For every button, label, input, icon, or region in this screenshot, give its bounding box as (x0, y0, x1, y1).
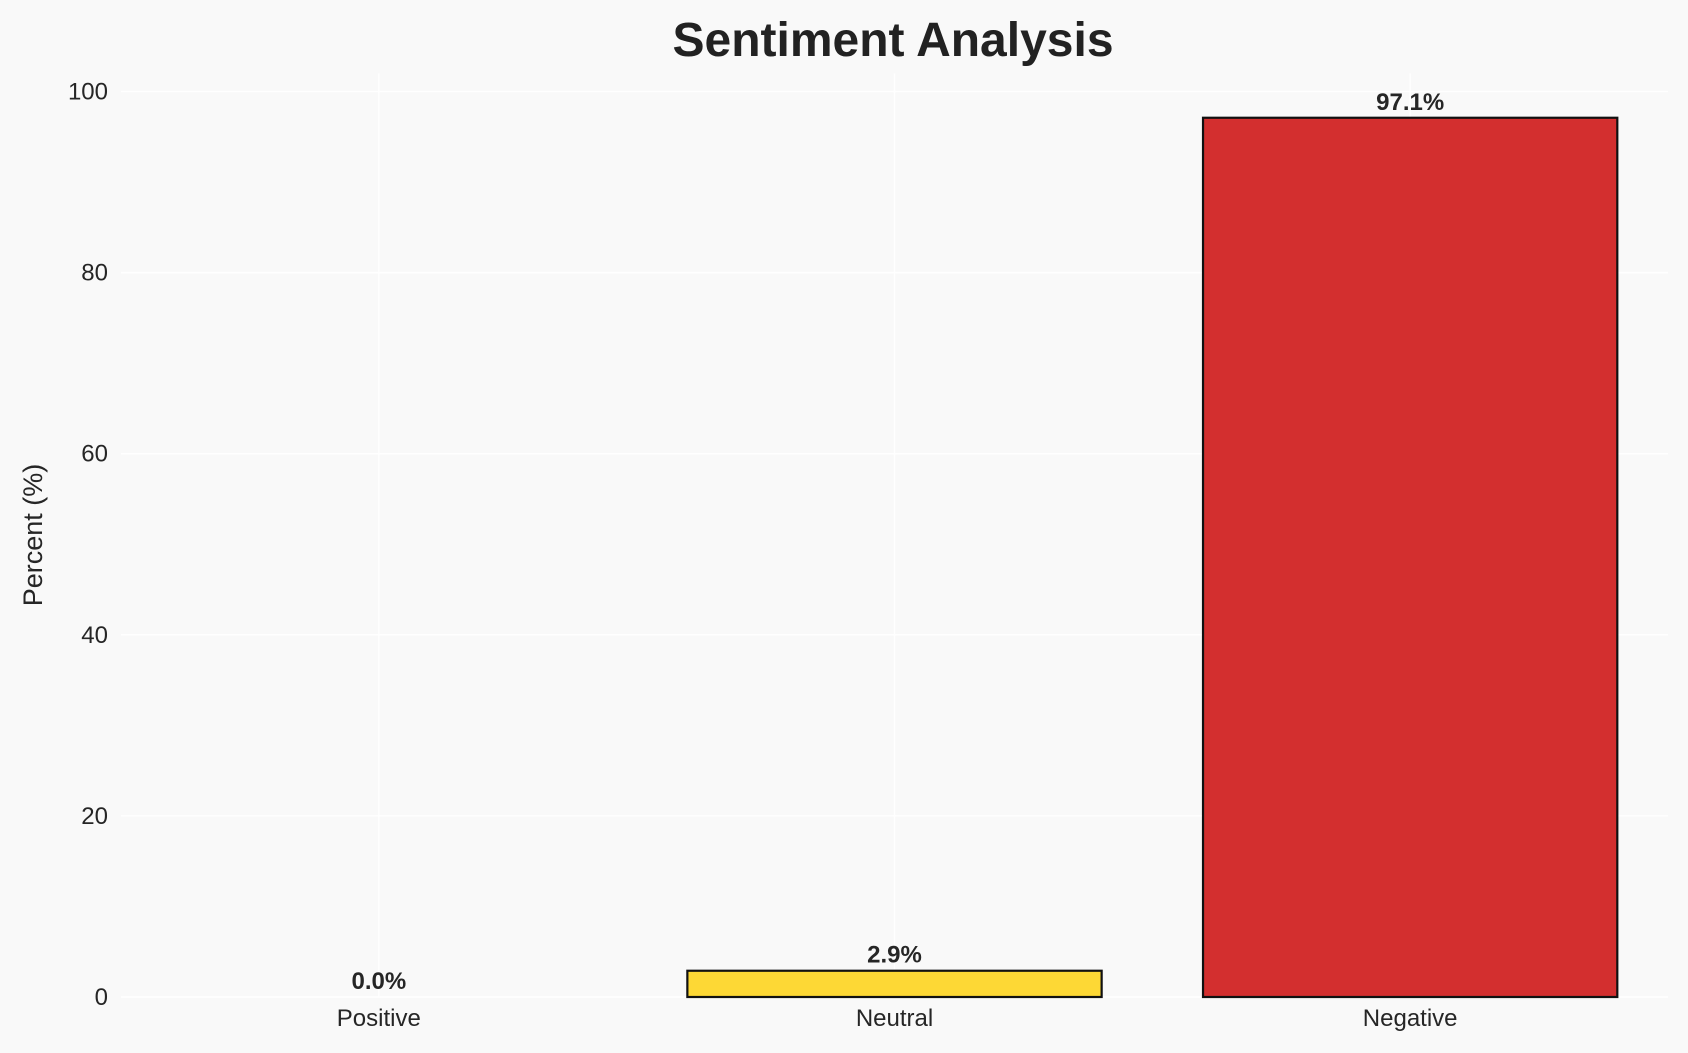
y-tick-label: 60 (81, 441, 108, 468)
value-label-negative: 97.1% (1376, 89, 1444, 116)
y-tick-label: 40 (81, 622, 108, 649)
y-axis-label: Percent (%) (18, 464, 48, 607)
bar-negative (1201, 116, 1619, 999)
chart-title: Sentiment Analysis (672, 14, 1113, 67)
bar-neutral (686, 969, 1103, 999)
x-tick-label: Positive (337, 1005, 421, 1032)
x-tick-label: Negative (1363, 1005, 1458, 1032)
x-tick-label: Neutral (856, 1005, 933, 1032)
y-tick-label: 80 (81, 260, 108, 287)
value-label-positive: 0.0% (351, 968, 406, 995)
value-label-neutral: 2.9% (867, 942, 922, 969)
y-tick-label: 100 (68, 79, 108, 106)
y-tick-label: 0 (95, 984, 108, 1011)
y-tick-label: 20 (81, 803, 108, 830)
